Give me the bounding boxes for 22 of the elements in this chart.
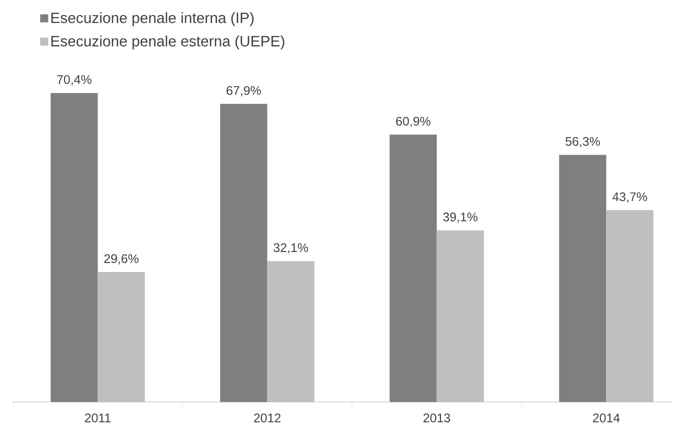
data-label: 70,4% [57, 75, 92, 86]
bar [606, 210, 654, 402]
x-tick-label: 2013 [424, 414, 450, 422]
bar [267, 261, 314, 402]
data-label: 29,6% [104, 254, 139, 265]
data-label: 39,1% [443, 212, 478, 223]
x-tick-label: 2011 [84, 414, 111, 422]
legend-label: Esecuzione penale interna (IP) [51, 12, 254, 26]
data-label: 60,9% [396, 116, 430, 128]
bar [390, 134, 437, 402]
legend-label: Esecuzione penale esterna (UEPE) [51, 35, 284, 50]
bar [98, 272, 145, 402]
bar [436, 230, 484, 402]
data-label: 43,7% [612, 192, 648, 203]
x-tick-label: 2014 [593, 414, 620, 422]
bar [50, 92, 98, 402]
bar [220, 104, 268, 402]
data-label: 67,9% [226, 86, 261, 96]
bar [559, 154, 606, 402]
x-tick-label: 2012 [254, 414, 280, 422]
data-label: 56,3% [566, 137, 600, 148]
data-label: 32,1% [274, 243, 308, 254]
